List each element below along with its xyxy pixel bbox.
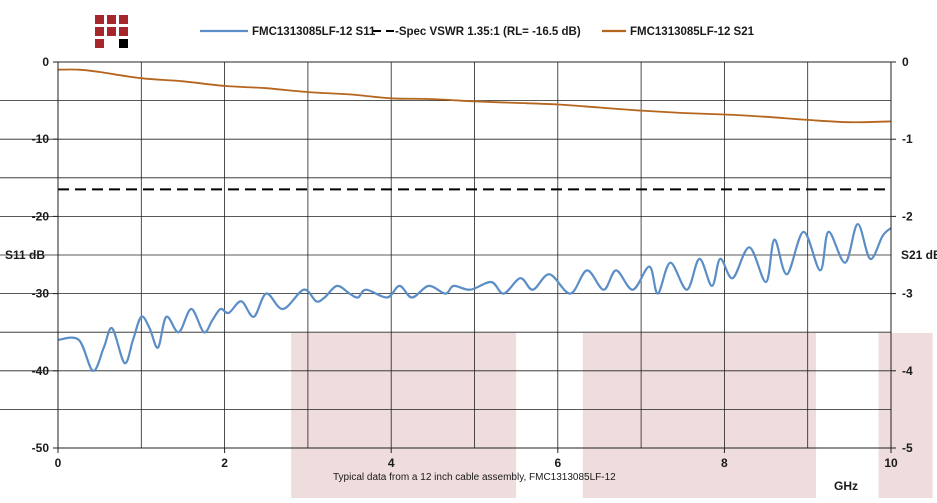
legend: FMC1313085LF-12 S11 -Spec VSWR 1.35:1 (R…	[200, 26, 755, 38]
x-axis-title: GHz	[834, 479, 858, 493]
legend-label-spec: -Spec VSWR 1.35:1 (RL= -16.5 dB)	[395, 26, 581, 38]
y-left-tick-label: -50	[32, 441, 50, 455]
y-left-tick-label: -40	[32, 364, 50, 378]
y-left-tick-label: 0	[42, 55, 49, 69]
series-layer	[57, 68, 892, 372]
y-right-axis-title: S21 dB	[901, 248, 937, 262]
x-tick-label: 2	[221, 456, 228, 470]
x-tick-label: 10	[884, 456, 898, 470]
y-right-tick-label: -4	[902, 364, 913, 378]
shaded-bands	[291, 333, 933, 498]
x-tick-label: 4	[388, 456, 395, 470]
axes: 0-10-20-30-40-500-1-2-3-4-50 2 4 6 8 10	[32, 55, 913, 470]
chart-footnote: Typical data from a 12 inch cable assemb…	[333, 472, 616, 483]
y-left-tick-label: -30	[32, 287, 50, 301]
y-right-tick-label: -3	[902, 287, 913, 301]
shaded-band-1	[582, 333, 817, 498]
legend-label-s11: FMC1313085LF-12 S11	[252, 26, 376, 38]
y-left-tick-label: -20	[32, 209, 50, 223]
y-left-axis-title: S11 dB	[5, 248, 45, 262]
x-tick-label: 8	[721, 456, 728, 470]
y-right-tick-label: -1	[902, 132, 913, 146]
company-logo	[95, 15, 128, 48]
y-left-tick-label: -10	[32, 132, 50, 146]
x-tick-label: 6	[554, 456, 561, 470]
legend-label-s21: FMC1313085LF-12 S21	[630, 26, 755, 38]
y-right-tick-label: 0	[902, 55, 909, 69]
shaded-band-2	[878, 333, 933, 498]
y-right-tick-label: -2	[902, 209, 913, 223]
series-s11-line	[57, 222, 892, 372]
shaded-band-0	[291, 333, 517, 498]
series-s21-line	[57, 68, 892, 124]
y-right-tick-label: -5	[902, 441, 913, 455]
x-tick-label: 0	[55, 456, 62, 470]
